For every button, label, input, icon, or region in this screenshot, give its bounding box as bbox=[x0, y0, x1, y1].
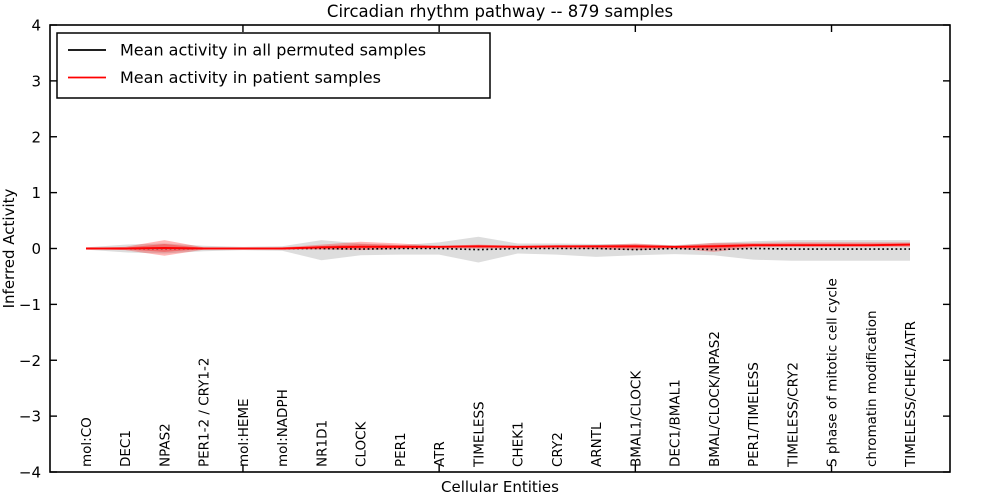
y-tick-label: 2 bbox=[31, 128, 41, 146]
entity-label: ATR bbox=[432, 441, 448, 467]
x-entity-labels: mol:CO DEC1 NPAS2 PER1-2 / CRY1-2 mol:HEME mo… bbox=[79, 278, 919, 468]
entity-label: PER1-2 / CRY1-2 bbox=[197, 358, 213, 467]
entity-label: CHEK1 bbox=[511, 421, 527, 467]
y-tick-label: 4 bbox=[31, 17, 41, 35]
y-tick-label: 3 bbox=[31, 72, 41, 90]
y-tick-label: −3 bbox=[19, 408, 41, 426]
x-axis-label: Cellular Entities bbox=[441, 478, 559, 496]
patient-mean-line bbox=[86, 243, 911, 250]
entity-label: PER1 bbox=[393, 432, 409, 467]
y-tick-label: −1 bbox=[19, 296, 41, 314]
y-tick-label: 0 bbox=[31, 240, 41, 258]
entity-label: mol:CO bbox=[79, 417, 95, 467]
legend-patient-label: Mean activity in patient samples bbox=[120, 68, 381, 87]
y-tick-labels: 4 3 2 1 0 −1 −2 −3 −4 bbox=[19, 17, 41, 482]
entity-label: DEC1/BMAL1 bbox=[668, 379, 684, 467]
entity-label: CLOCK bbox=[354, 420, 370, 467]
entity-label: chromatin modification bbox=[864, 310, 880, 467]
legend: Mean activity in all permuted samples Me… bbox=[56, 32, 491, 99]
mean-activity-lines bbox=[86, 243, 911, 251]
entity-label: TIMELESS/CRY2 bbox=[785, 362, 801, 468]
axis-ticks bbox=[50, 24, 950, 473]
entity-label: BMAL/CLOCK/NPAS2 bbox=[707, 331, 723, 467]
permuted-spread-band bbox=[86, 236, 910, 263]
y-axis-label: Inferred Activity bbox=[0, 188, 18, 308]
y-tick-label: 1 bbox=[31, 184, 41, 202]
chart-title: Circadian rhythm pathway -- 879 samples bbox=[327, 2, 673, 21]
y-tick-label: −4 bbox=[19, 464, 41, 482]
entity-label: PER1/TIMELESS bbox=[746, 362, 762, 467]
entity-label: DEC1 bbox=[118, 430, 134, 467]
entity-label: TIMELESS/CHEK1/ATR bbox=[903, 321, 919, 468]
entity-label: mol:HEME bbox=[236, 398, 252, 467]
entity-label: TIMELESS bbox=[471, 401, 487, 468]
entity-label: NR1D1 bbox=[314, 420, 330, 467]
entity-label: S phase of mitotic cell cycle bbox=[825, 278, 841, 467]
entity-label: ARNTL bbox=[589, 422, 605, 467]
plot-border bbox=[49, 24, 951, 473]
patient-spread-outer-band bbox=[86, 240, 910, 256]
entity-label: mol:NADPH bbox=[275, 389, 291, 467]
y-tick-label: −2 bbox=[19, 352, 41, 370]
legend-box bbox=[56, 32, 491, 99]
entity-label: BMAL1/CLOCK bbox=[628, 370, 644, 467]
legend-permuted-label: Mean activity in all permuted samples bbox=[120, 41, 426, 60]
entity-label: CRY2 bbox=[550, 432, 566, 467]
entity-label: NPAS2 bbox=[157, 423, 173, 467]
